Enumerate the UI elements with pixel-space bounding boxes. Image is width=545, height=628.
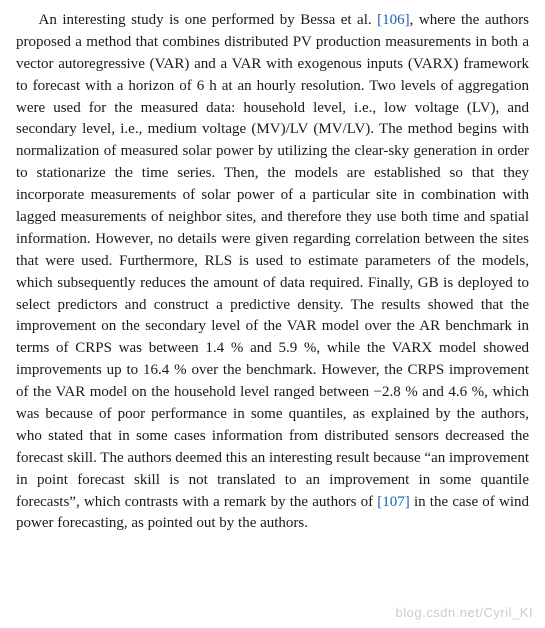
citation-link-106[interactable]: [106] (377, 12, 410, 28)
text-segment-1: , where the authors proposed a method th… (16, 12, 529, 510)
body-paragraph: An interesting study is one performed by… (16, 10, 529, 535)
watermark-text: blog.csdn.net/Cyril_KI (396, 605, 533, 620)
citation-link-107[interactable]: [107] (377, 494, 410, 510)
text-segment-0: An interesting study is one performed by… (39, 12, 378, 28)
